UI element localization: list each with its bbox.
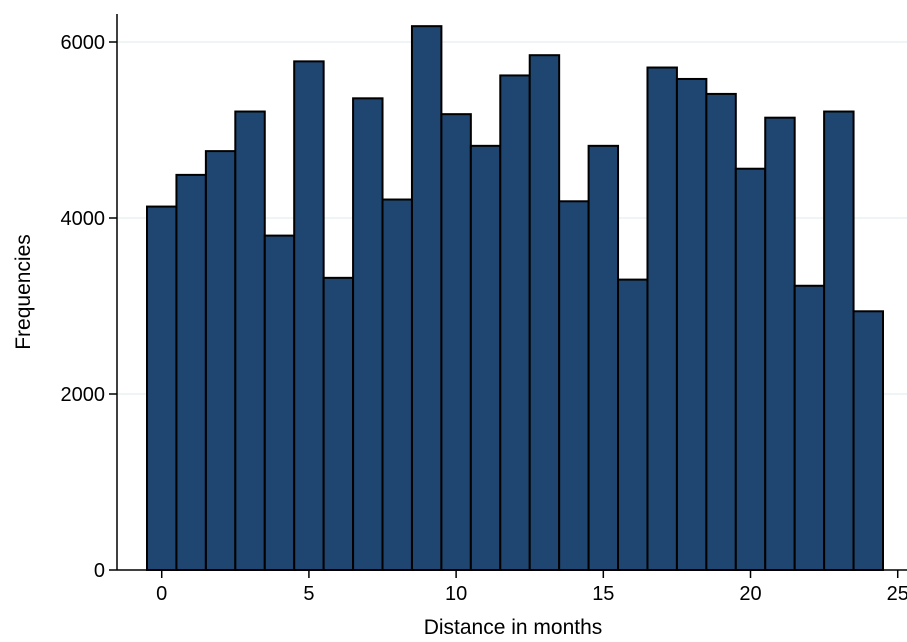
bar-12 [499, 74, 531, 571]
bar-16 [617, 278, 649, 571]
bar-19 [705, 92, 737, 571]
y-tick-label-2000: 2000 [61, 384, 106, 406]
bar-9 [410, 25, 443, 572]
bar-11 [469, 144, 502, 571]
bar-1 [175, 173, 207, 571]
y-tick-label-6000: 6000 [61, 32, 106, 54]
bars-layer [146, 25, 884, 572]
bar-14 [558, 200, 590, 571]
bar-17 [646, 66, 678, 572]
bar-13 [528, 54, 561, 571]
x-tick-label-20: 20 [739, 583, 761, 605]
bar-18 [675, 77, 708, 572]
x-tick-label-25: 25 [887, 583, 907, 605]
bar-3 [234, 110, 266, 572]
bar-5 [293, 60, 325, 572]
bar-8 [381, 198, 413, 572]
x-tick-label-5: 5 [303, 583, 314, 605]
x-tick-label-0: 0 [156, 583, 167, 605]
bar-4 [263, 234, 296, 571]
x-tick-label-15: 15 [592, 583, 614, 605]
bar-10 [440, 113, 472, 571]
bar-24 [852, 310, 884, 571]
y-tick-label-0: 0 [94, 560, 105, 582]
bar-0 [146, 205, 178, 571]
bar-2 [204, 150, 237, 571]
bar-20 [734, 167, 767, 571]
y-axis-title: Frequencies [12, 234, 35, 350]
bar-21 [764, 116, 796, 572]
bar-15 [587, 144, 620, 571]
bar-6 [322, 276, 355, 571]
axes-layer [109, 14, 907, 578]
bar-7 [352, 97, 384, 571]
bar-23 [823, 110, 855, 572]
y-tick-label-4000: 4000 [61, 208, 106, 230]
x-axis-title: Distance in months [424, 616, 603, 639]
bar-22 [793, 284, 826, 571]
labels-layer: 0 2000 4000 6000 0 5 10 15 20 25 [61, 32, 907, 605]
x-tick-label-10: 10 [445, 583, 467, 605]
